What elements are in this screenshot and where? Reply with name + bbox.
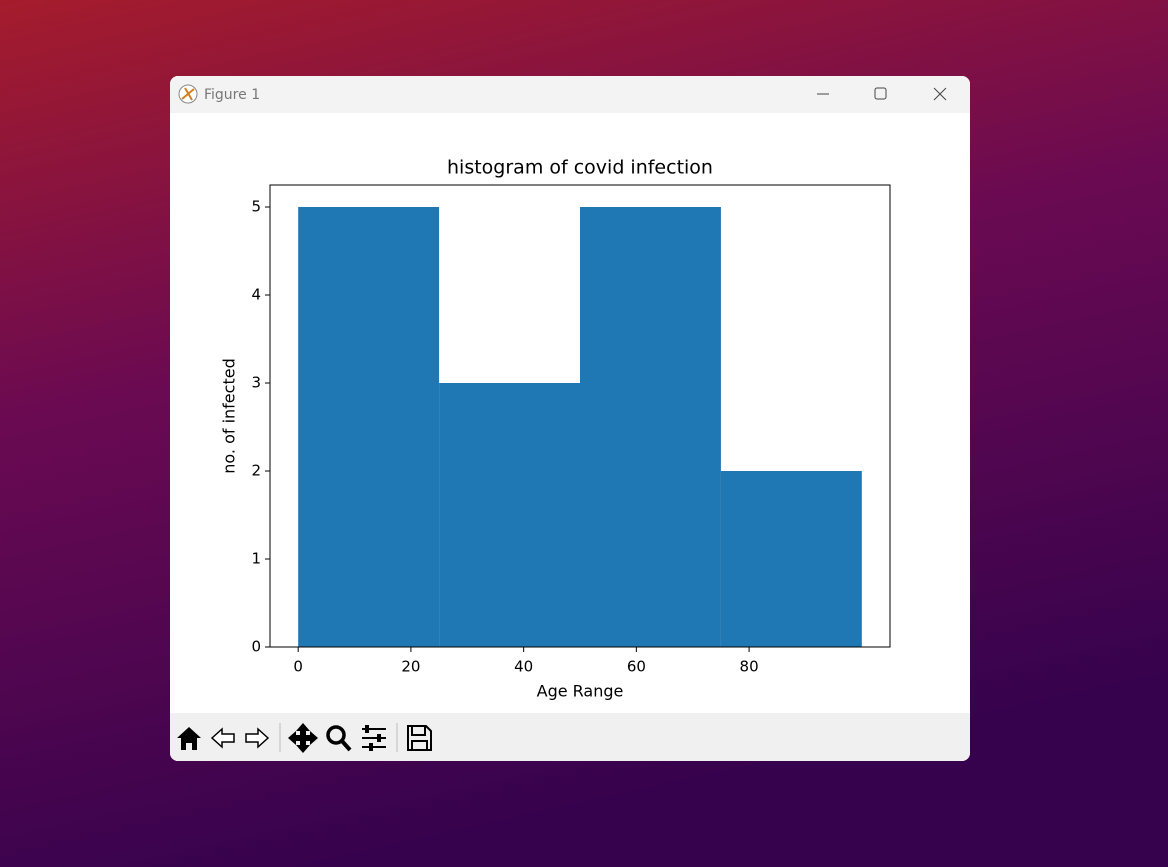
x-tick-label: 80 (740, 658, 759, 676)
app-icon-glyph (181, 87, 195, 101)
close-button[interactable] (933, 87, 947, 101)
pan-button[interactable] (288, 723, 318, 753)
maximize-button[interactable] (874, 87, 887, 100)
configure-sliders (365, 725, 381, 751)
y-tick-label: 1 (251, 550, 261, 568)
y-tick-label: 4 (251, 286, 261, 304)
x-tick-label: 0 (293, 658, 303, 676)
axes-frame (269, 184, 891, 648)
y-axis-label: no. of infected (220, 358, 239, 473)
bar (720, 471, 862, 647)
zoom-handle (340, 739, 352, 752)
back-button[interactable] (210, 727, 235, 749)
y-tick-label: 2 (251, 462, 261, 480)
zoom-button[interactable] (326, 725, 346, 745)
home-button[interactable] (177, 727, 201, 750)
forward-button[interactable] (245, 727, 270, 749)
x-axis-label: Age Range (537, 682, 624, 701)
bar (298, 207, 440, 647)
bar (580, 207, 721, 647)
bar (439, 383, 580, 647)
x-tick-label: 60 (627, 658, 646, 676)
chart-title: histogram of covid infection (447, 157, 713, 179)
y-tick-label: 0 (251, 638, 261, 656)
figure: histogram of covid infection Age Range n… (220, 157, 891, 701)
title-bar (170, 76, 970, 113)
save-button[interactable] (407, 725, 432, 751)
x-tick-label: 40 (514, 658, 533, 676)
window-title: Figure 1 (204, 87, 260, 103)
y-tick-label: 5 (251, 198, 261, 216)
y-tick-label: 3 (251, 374, 261, 392)
x-tick-label: 20 (401, 658, 420, 676)
